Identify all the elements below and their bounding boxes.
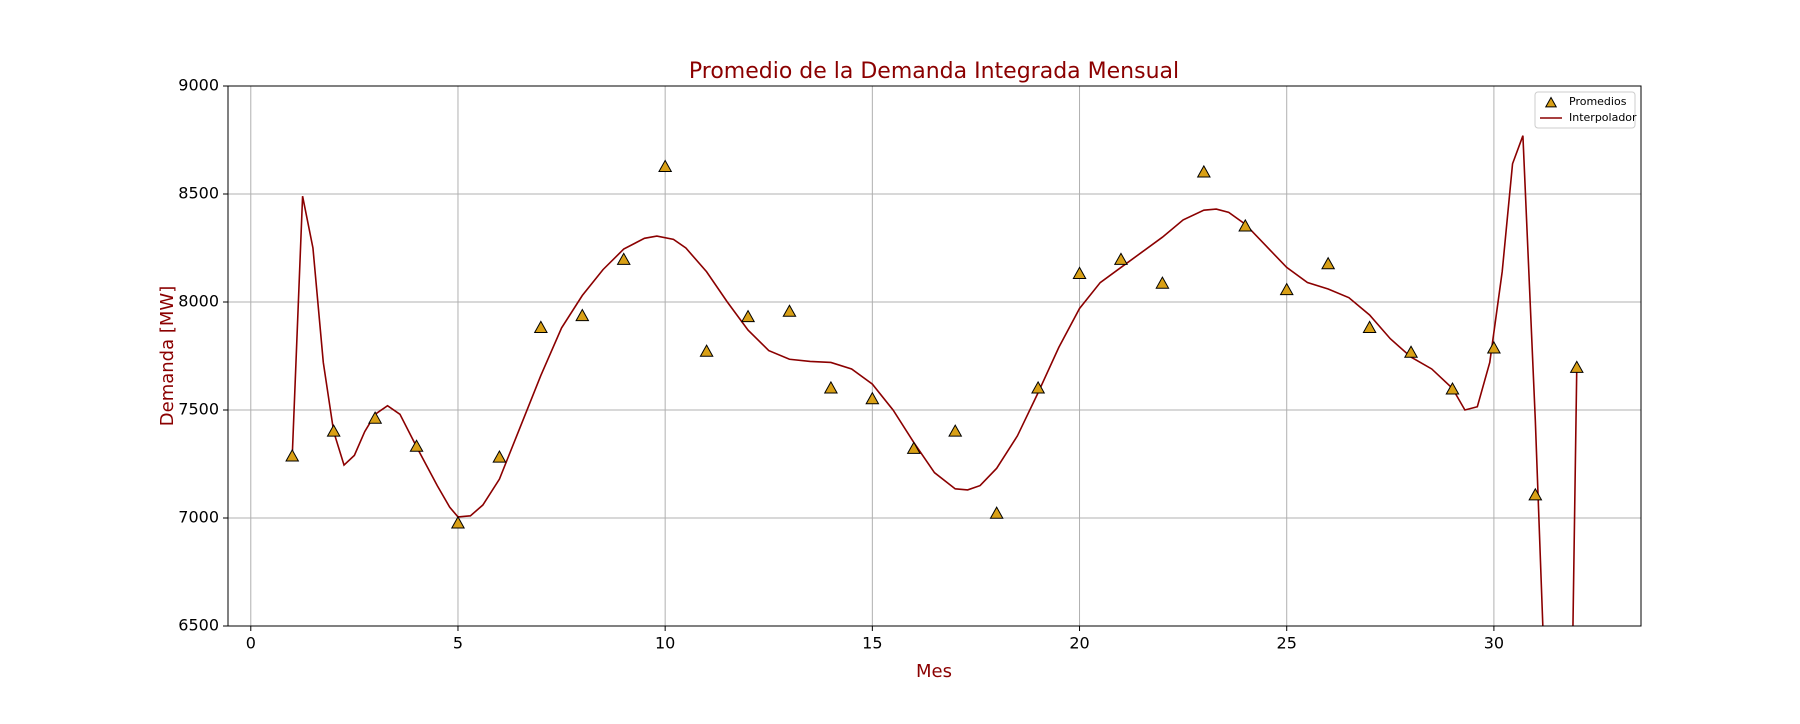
legend-marker — [1544, 96, 1558, 108]
data-point — [492, 449, 507, 463]
plot-area — [291, 135, 1578, 626]
legend-box — [1534, 91, 1636, 129]
data-point — [1528, 487, 1543, 501]
x-tick-label: 30 — [1484, 634, 1504, 653]
data-point — [1362, 320, 1377, 333]
data-point — [409, 439, 424, 452]
x-tick-label: 0 — [246, 634, 256, 653]
y-tick-label: 7500 — [178, 400, 219, 419]
legend-label: Promedios — [1569, 95, 1627, 108]
data-point — [1569, 360, 1584, 373]
data-point — [1238, 218, 1253, 232]
data-point — [533, 320, 548, 333]
data-point — [865, 391, 880, 405]
data-point — [906, 441, 921, 454]
x-tick-label: 20 — [1069, 634, 1089, 653]
plot-frame — [227, 85, 1642, 627]
data-point — [575, 308, 590, 322]
x-tick-label: 15 — [862, 634, 882, 653]
y-tick-label: 9000 — [178, 76, 219, 95]
legend-label: Interpolador — [1569, 111, 1637, 124]
data-point — [1445, 381, 1460, 395]
data-point — [1486, 340, 1501, 354]
data-point — [1403, 345, 1419, 358]
data-point — [1279, 282, 1294, 296]
data-point — [948, 424, 963, 437]
y-tick-label: 7000 — [178, 508, 219, 527]
data-point — [1196, 164, 1211, 178]
data-point — [823, 380, 838, 394]
data-point — [658, 159, 673, 173]
data-point — [368, 411, 383, 424]
data-point — [1113, 252, 1128, 265]
interpolator-line — [291, 135, 1578, 626]
data-point — [1321, 256, 1336, 270]
data-point — [741, 309, 756, 323]
data-point — [1072, 266, 1087, 279]
x-tick-label: 10 — [655, 634, 675, 653]
y-axis-label: Demanda [MW] — [157, 286, 178, 426]
data-point — [989, 506, 1004, 519]
data-point — [285, 448, 300, 462]
x-axis-label: Mes — [916, 661, 952, 682]
data-point — [782, 304, 797, 317]
data-point — [450, 515, 466, 529]
legend: Promedios Interpolador — [1534, 91, 1637, 129]
data-point — [326, 424, 341, 437]
y-tick-label: 6500 — [178, 616, 219, 635]
y-tick-label: 8000 — [178, 292, 219, 311]
data-point — [699, 344, 714, 357]
y-tick-label: 8500 — [178, 184, 219, 203]
data-point — [1155, 276, 1170, 289]
x-tick-label: 5 — [453, 634, 463, 653]
data-point — [1031, 380, 1046, 394]
data-point — [616, 252, 631, 265]
chart-title: Promedio de la Demanda Integrada Mensual — [689, 59, 1179, 84]
x-tick-label: 25 — [1277, 634, 1297, 653]
